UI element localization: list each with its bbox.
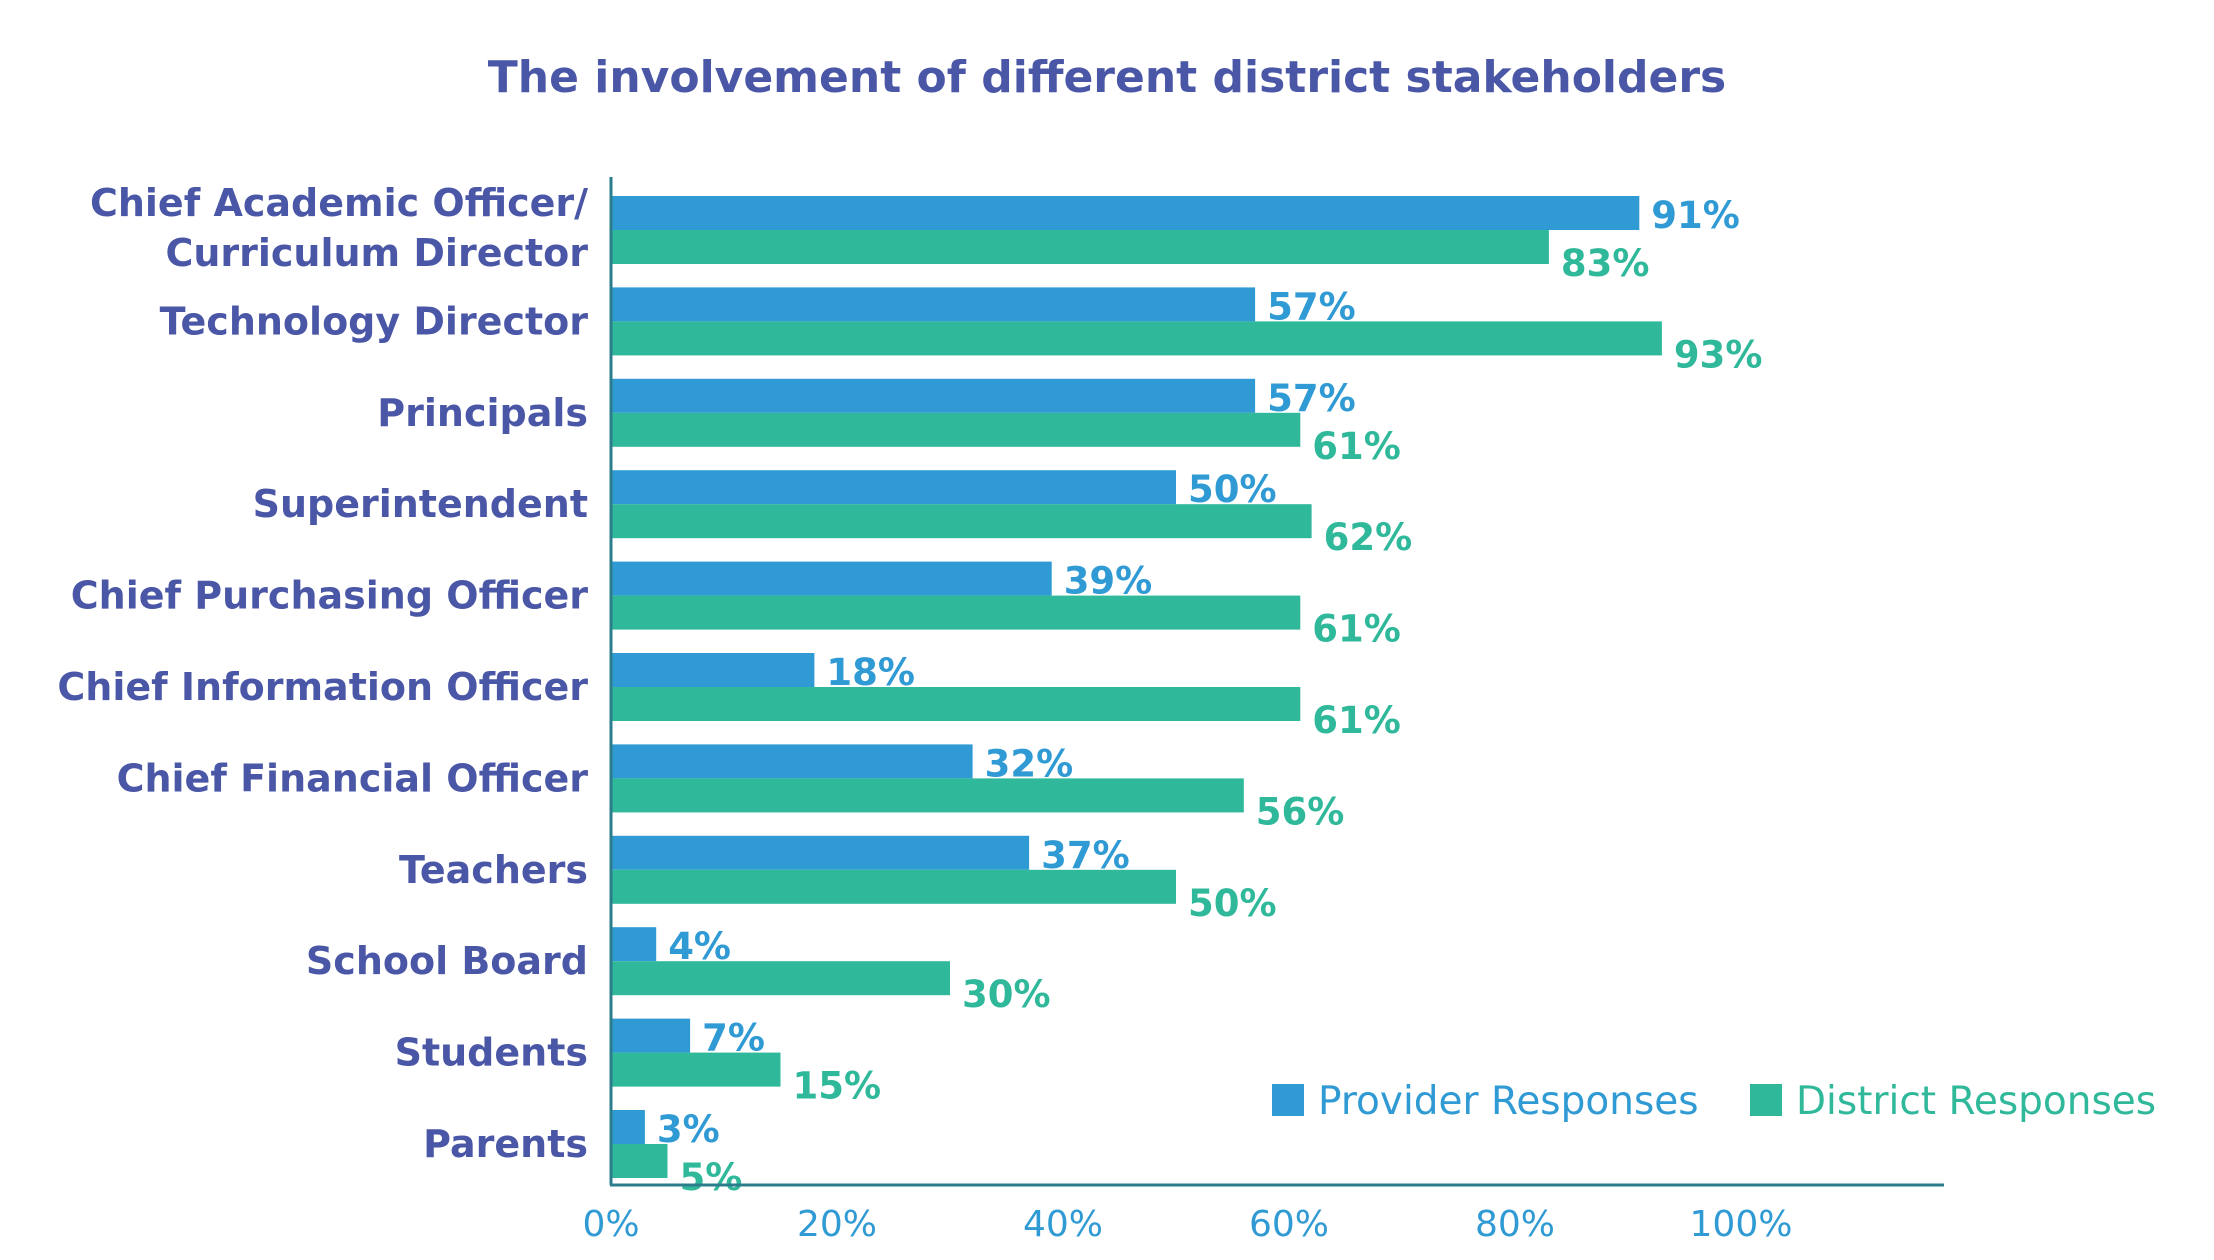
district-bar bbox=[611, 504, 1312, 539]
bars bbox=[611, 196, 1662, 1178]
value-label: 93% bbox=[1674, 333, 1763, 376]
value-label: 5% bbox=[680, 1156, 743, 1199]
provider-bar bbox=[611, 470, 1176, 505]
value-label: 56% bbox=[1256, 790, 1345, 833]
provider-bar bbox=[611, 835, 1030, 870]
legend: Provider Responses District Responses bbox=[1272, 1079, 2156, 1124]
x-tick-label: 20% bbox=[797, 1204, 877, 1245]
provider-bar bbox=[611, 927, 657, 962]
legend-swatch-provider bbox=[1272, 1084, 1304, 1116]
x-tick-label: 100% bbox=[1690, 1204, 1793, 1245]
provider-bar bbox=[611, 1018, 691, 1053]
category-label: Technology Director bbox=[160, 299, 589, 343]
district-bar bbox=[611, 869, 1176, 904]
value-label: 91% bbox=[1651, 194, 1740, 237]
value-label: 18% bbox=[826, 651, 915, 694]
x-tick-label: 60% bbox=[1249, 1204, 1329, 1245]
value-label: 3% bbox=[657, 1108, 720, 1151]
value-label: 50% bbox=[1188, 882, 1277, 925]
category-label: Chief Purchasing Officer bbox=[71, 574, 588, 618]
value-label: 62% bbox=[1324, 516, 1413, 559]
x-tick-label: 0% bbox=[582, 1204, 639, 1245]
legend-label-provider: Provider Responses bbox=[1318, 1079, 1699, 1124]
value-label: 7% bbox=[702, 1017, 765, 1060]
district-bar bbox=[611, 595, 1301, 630]
district-bar bbox=[611, 1052, 781, 1087]
district-bar bbox=[611, 412, 1301, 447]
value-label: 30% bbox=[962, 973, 1051, 1016]
x-tick-label: 80% bbox=[1475, 1204, 1555, 1245]
category-label: Chief Academic Officer/Curriculum Direct… bbox=[90, 181, 588, 275]
category-label: Parents bbox=[423, 1122, 588, 1166]
category-label: Chief Financial Officer bbox=[117, 756, 589, 800]
provider-bar bbox=[611, 653, 815, 687]
district-bar bbox=[611, 230, 1549, 264]
value-label: 61% bbox=[1312, 608, 1401, 651]
value-label: 39% bbox=[1064, 560, 1153, 603]
x-tick-labels: 0% 20% 40% 60% 80% 100% bbox=[582, 1204, 1792, 1245]
category-label: Students bbox=[395, 1031, 588, 1075]
value-label: 37% bbox=[1041, 834, 1130, 877]
value-label: 83% bbox=[1561, 242, 1650, 285]
value-label: 50% bbox=[1188, 468, 1277, 511]
category-labels: Chief Academic Officer/Curriculum Direct… bbox=[57, 181, 588, 1166]
value-label: 4% bbox=[668, 925, 731, 968]
district-bar bbox=[611, 961, 950, 996]
value-labels: 91%83% 57% 93% 57% 61% 50% 62% 39% 61% 18% 61% 32% 5… bbox=[657, 194, 1763, 1199]
district-bar bbox=[611, 687, 1301, 721]
category-label: Superintendent bbox=[253, 482, 588, 526]
legend-label-district: District Responses bbox=[1796, 1079, 2156, 1124]
provider-bar bbox=[611, 1110, 645, 1144]
x-tick-label: 40% bbox=[1023, 1204, 1103, 1245]
value-label: 61% bbox=[1312, 425, 1401, 468]
chart-title: The involvement of different district st… bbox=[488, 52, 1726, 103]
provider-bar bbox=[611, 378, 1256, 413]
value-label: 15% bbox=[793, 1065, 882, 1108]
value-label: 57% bbox=[1267, 377, 1356, 420]
value-label: 32% bbox=[985, 742, 1074, 785]
category-label: Chief Information Officer bbox=[57, 665, 588, 709]
category-label: Principals bbox=[377, 391, 588, 435]
provider-bar bbox=[611, 744, 973, 779]
district-bar bbox=[611, 321, 1662, 356]
district-bar bbox=[611, 778, 1244, 813]
value-label: 61% bbox=[1312, 699, 1401, 742]
category-label: School Board bbox=[306, 939, 588, 983]
value-label: 57% bbox=[1267, 285, 1356, 328]
legend-swatch-district bbox=[1750, 1084, 1782, 1116]
district-bar bbox=[611, 1144, 668, 1178]
provider-bar bbox=[611, 287, 1256, 322]
category-label: Teachers bbox=[399, 848, 588, 892]
axes bbox=[609, 177, 1944, 1187]
provider-bar bbox=[611, 561, 1052, 596]
provider-bar bbox=[611, 196, 1640, 230]
